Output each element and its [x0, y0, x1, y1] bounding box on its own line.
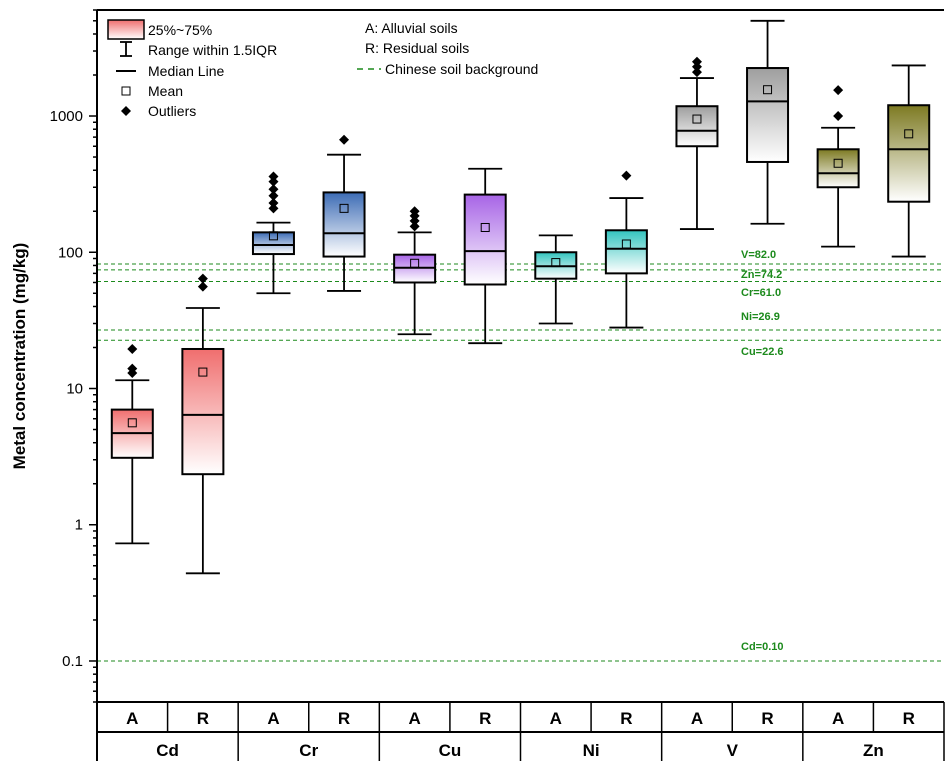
soil-type-label: A: [691, 709, 703, 728]
reference-label: Zn=74.2: [741, 269, 782, 281]
mean-marker: [621, 239, 631, 249]
legend-item-label: Mean: [148, 83, 183, 99]
legend-item-label: Median Line: [148, 63, 224, 79]
soil-type-label: R: [903, 709, 915, 728]
soil-type-label: A: [267, 709, 279, 728]
soil-type-label: R: [197, 709, 209, 728]
mean-marker: [480, 222, 490, 232]
box-iqr: [181, 347, 225, 476]
mean-marker: [763, 85, 773, 95]
reference-label: V=82.0: [741, 249, 776, 261]
box-iqr: [463, 193, 507, 286]
outlier-point: [197, 281, 208, 292]
box-iqr: [251, 231, 295, 256]
legend-mean-swatch: [121, 86, 131, 96]
mean-marker: [904, 129, 914, 139]
soil-type-label: A: [832, 709, 844, 728]
reference-label: Cu=22.6: [741, 346, 784, 358]
outlier-point: [268, 203, 279, 214]
legend-item-label: Range within 1.5IQR: [148, 42, 277, 58]
box-iqr: [887, 104, 931, 203]
metal-label: V: [727, 741, 739, 760]
metal-label: Cr: [299, 741, 318, 760]
mean-marker: [410, 258, 420, 268]
soil-type-label: A: [550, 709, 562, 728]
metal-label: Zn: [863, 741, 884, 760]
mean-marker: [551, 258, 561, 268]
outlier-point: [409, 206, 420, 217]
soil-type-label: R: [620, 709, 632, 728]
reference-label: Cr=61.0: [741, 287, 781, 299]
outlier-point: [197, 273, 208, 284]
y-tick-label: 1000: [50, 108, 83, 125]
outlier-point: [833, 85, 844, 96]
reference-lines: V=82.0 Zn=74.2 Cr=61.0 Ni=26.9 Cu=22.6 Cd=0.1…: [97, 249, 944, 662]
y-axis-label: Metal concentration (mg/kg): [10, 243, 29, 470]
outlier-point: [127, 363, 138, 374]
box-iqr: [604, 229, 648, 275]
soil-type-label: R: [338, 709, 350, 728]
y-tick-label: 10: [66, 381, 83, 398]
outlier-point: [409, 221, 420, 232]
axes: 0.1 1 10 100 1000 Metal concentration (mg/kg)…: [10, 9, 945, 761]
box-iqr: [322, 191, 366, 258]
box-iqr: [746, 67, 790, 163]
box-iqr: [675, 105, 719, 148]
outlier-point: [339, 134, 350, 145]
metal-label: Ni: [583, 741, 600, 760]
outlier-point: [833, 111, 844, 122]
outlier-point: [127, 343, 138, 354]
legend-item-label: Outliers: [148, 103, 196, 119]
soil-type-label: R: [479, 709, 491, 728]
mean-marker: [198, 367, 208, 377]
legend-item-label: 25%~75%: [148, 22, 212, 38]
soil-type-label: A: [408, 709, 420, 728]
soil-type-label: R: [761, 709, 773, 728]
outlier-point: [268, 176, 279, 187]
soil-type-label: A: [126, 709, 138, 728]
y-tick-label: 1: [75, 517, 83, 534]
outlier-point: [268, 184, 279, 195]
y-tick-label: 100: [58, 244, 83, 261]
outlier-point: [621, 170, 632, 181]
reference-label: Cd=0.10: [741, 641, 784, 653]
outlier-point: [691, 67, 702, 78]
outlier-point: [268, 197, 279, 208]
reference-label: Ni=26.9: [741, 311, 780, 323]
legend-outlier-swatch: [121, 106, 131, 116]
metal-label: Cu: [439, 741, 462, 760]
legend: 25%~75% Range within 1.5IQR Median Line Mea…: [107, 19, 538, 119]
legend-box-swatch: [107, 19, 145, 40]
outlier-point: [691, 56, 702, 67]
mean-marker: [833, 158, 843, 168]
mean-marker: [692, 114, 702, 124]
box-iqr: [816, 148, 860, 189]
outlier-point: [268, 190, 279, 201]
metal-label: Cd: [156, 741, 179, 760]
legend-note-label: A: Alluvial soils: [365, 20, 458, 36]
mean-marker: [339, 203, 349, 213]
boxes: [110, 19, 931, 575]
mean-marker: [127, 418, 137, 428]
mean-marker: [268, 231, 278, 241]
outlier-point: [409, 215, 420, 226]
y-tick-label: 0.1: [62, 653, 83, 670]
legend-note-label: R: Residual soils: [365, 40, 469, 56]
outlier-point: [268, 171, 279, 182]
legend-note-label: Chinese soil background: [385, 61, 538, 77]
